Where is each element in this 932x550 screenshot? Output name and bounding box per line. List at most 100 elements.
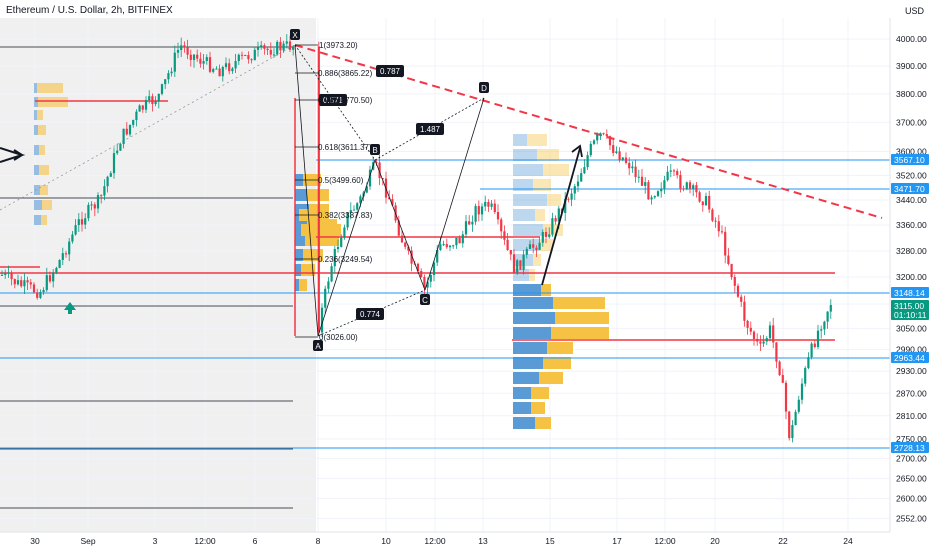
candle-body bbox=[42, 290, 45, 293]
candle-body bbox=[602, 133, 605, 135]
x-tick-label: 22 bbox=[778, 536, 788, 546]
candle-body bbox=[237, 54, 240, 62]
volume-bar bbox=[531, 402, 545, 414]
candle-body bbox=[272, 54, 276, 56]
candle-body bbox=[532, 244, 535, 248]
candle-body bbox=[752, 331, 756, 339]
fib-label: 0.618(3611.37) bbox=[318, 143, 372, 152]
volume-bar bbox=[531, 387, 549, 399]
y-tick-label: 2700.00 bbox=[896, 453, 927, 463]
candle-body bbox=[125, 128, 128, 135]
candle-body bbox=[522, 254, 525, 270]
candle-body bbox=[464, 221, 468, 235]
candle-body bbox=[26, 280, 29, 283]
price-tag-bg bbox=[891, 442, 929, 453]
candle-body bbox=[551, 218, 554, 235]
horizontal-lines bbox=[0, 44, 890, 509]
candle-body bbox=[215, 68, 218, 70]
candle-body bbox=[621, 157, 624, 161]
volume-bar bbox=[513, 194, 547, 206]
candle-body bbox=[800, 383, 804, 400]
pattern-point-label: X bbox=[292, 31, 298, 40]
candle-body bbox=[797, 399, 800, 412]
candle-body bbox=[32, 284, 36, 293]
volume-bar bbox=[513, 342, 547, 354]
candle-body bbox=[509, 250, 512, 255]
candle-body bbox=[93, 204, 96, 209]
candle-body bbox=[653, 196, 656, 198]
pattern-ratio-line bbox=[294, 44, 376, 161]
candle-body bbox=[176, 49, 180, 53]
candle-body bbox=[458, 237, 461, 244]
fib-label: 0(3026.00) bbox=[319, 333, 358, 342]
candle-body bbox=[570, 193, 573, 200]
pattern-ratio-bg bbox=[319, 94, 347, 106]
candle-body bbox=[356, 203, 359, 210]
volume-bar bbox=[513, 284, 541, 296]
volume-bar bbox=[513, 312, 555, 324]
candle-body bbox=[186, 47, 189, 55]
candle-body bbox=[288, 41, 292, 50]
candle-body bbox=[512, 254, 516, 273]
volume-bar bbox=[553, 297, 605, 309]
candle-body bbox=[423, 276, 426, 288]
candle-body bbox=[224, 63, 228, 68]
candle-body bbox=[96, 195, 100, 209]
volume-bar bbox=[551, 327, 609, 339]
pattern-leg bbox=[424, 97, 485, 291]
candle-body bbox=[701, 201, 704, 206]
candle-body bbox=[208, 57, 212, 72]
volume-bar bbox=[34, 145, 39, 155]
candle-body bbox=[567, 198, 570, 200]
candle-body bbox=[768, 325, 772, 339]
candle-body bbox=[352, 209, 356, 211]
y-tick-label: 3800.00 bbox=[896, 89, 927, 99]
candle-body bbox=[45, 275, 48, 291]
candle-body bbox=[634, 166, 637, 177]
candle-body bbox=[676, 171, 679, 176]
candle-body bbox=[23, 280, 26, 287]
volume-bar bbox=[513, 372, 539, 384]
pattern-ratio-label: 1.487 bbox=[420, 125, 441, 134]
candle-body bbox=[794, 411, 797, 426]
candle-body bbox=[365, 186, 368, 193]
candle-body bbox=[519, 260, 522, 270]
candle-body bbox=[490, 203, 493, 207]
candle-body bbox=[688, 182, 692, 189]
candle-body bbox=[234, 61, 237, 69]
candle-body bbox=[148, 96, 151, 101]
candle-body bbox=[580, 173, 583, 182]
volume-bar bbox=[37, 83, 63, 93]
candle-body bbox=[346, 212, 349, 228]
y-tick-label: 3360.00 bbox=[896, 220, 927, 230]
x-tick-label: 12:00 bbox=[424, 536, 446, 546]
candle-body bbox=[503, 231, 506, 240]
candle-body bbox=[813, 343, 816, 348]
candle-body bbox=[218, 68, 221, 77]
candle-body bbox=[202, 61, 205, 64]
volume-bar bbox=[34, 215, 41, 225]
volume-bar bbox=[535, 417, 551, 429]
candle-body bbox=[4, 273, 7, 275]
fib-label: 0.5(3499.60) bbox=[318, 176, 364, 185]
candle-body bbox=[631, 166, 634, 169]
candle-body bbox=[381, 178, 384, 180]
pattern-point-bg bbox=[479, 82, 489, 93]
candle-body bbox=[20, 280, 23, 287]
candle-body bbox=[586, 155, 589, 168]
candle-body bbox=[400, 235, 404, 243]
volume-bar bbox=[555, 312, 609, 324]
candle-body bbox=[253, 49, 256, 61]
candles bbox=[0, 34, 832, 443]
y-tick-label: 3440.00 bbox=[896, 195, 927, 205]
volume-bar bbox=[41, 215, 47, 225]
volume-bar bbox=[533, 179, 551, 191]
x-tick-label: 6 bbox=[253, 536, 258, 546]
candle-body bbox=[10, 272, 13, 280]
candle-body bbox=[68, 241, 71, 255]
candle-body bbox=[407, 246, 410, 251]
candle-body bbox=[471, 221, 474, 225]
candle-body bbox=[266, 48, 269, 50]
candle-body bbox=[823, 321, 826, 330]
